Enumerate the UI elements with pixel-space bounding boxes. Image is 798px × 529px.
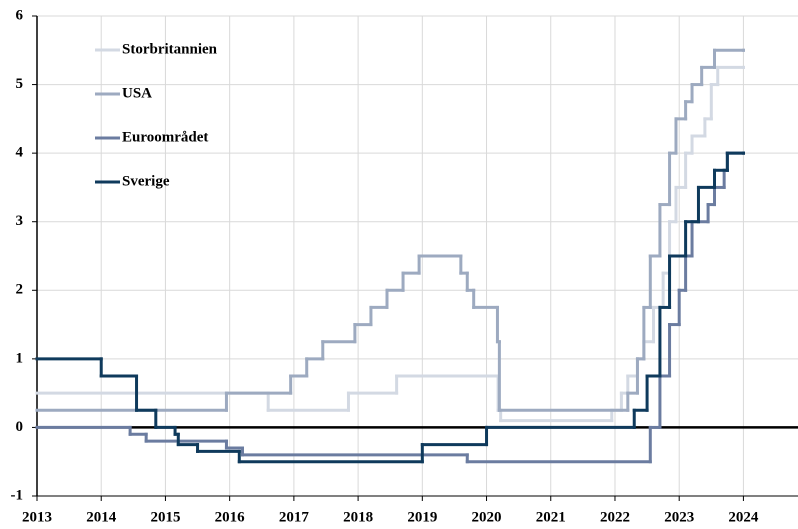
x-tick-label: 2015 xyxy=(150,509,180,525)
x-tick-label: 2023 xyxy=(664,509,694,525)
x-tick-label: 2016 xyxy=(215,509,246,525)
legend-label: Storbritannien xyxy=(122,41,218,57)
x-tick-label: 2021 xyxy=(536,509,566,525)
x-tick-label: 2014 xyxy=(86,509,117,525)
y-tick-label: 5 xyxy=(16,76,24,92)
legend-label: USA xyxy=(122,85,152,101)
y-tick-label: 6 xyxy=(16,7,24,23)
x-tick-label: 2013 xyxy=(22,509,52,525)
y-tick-label: 1 xyxy=(16,350,24,366)
y-tick-label: 2 xyxy=(16,282,24,298)
x-tick-label: 2019 xyxy=(407,509,437,525)
x-tick-label: 2020 xyxy=(472,509,502,525)
y-tick-label: -1 xyxy=(11,487,24,503)
y-tick-label: 3 xyxy=(16,213,24,229)
legend-label: Euroområdet xyxy=(122,129,208,145)
x-tick-label: 2022 xyxy=(600,509,630,525)
x-tick-label: 2024 xyxy=(728,509,759,525)
legend-label: Sverige xyxy=(122,173,170,189)
y-tick-label: 0 xyxy=(16,419,24,435)
x-tick-label: 2017 xyxy=(279,509,310,525)
x-tick-label: 2018 xyxy=(343,509,373,525)
y-tick-label: 4 xyxy=(16,145,24,161)
